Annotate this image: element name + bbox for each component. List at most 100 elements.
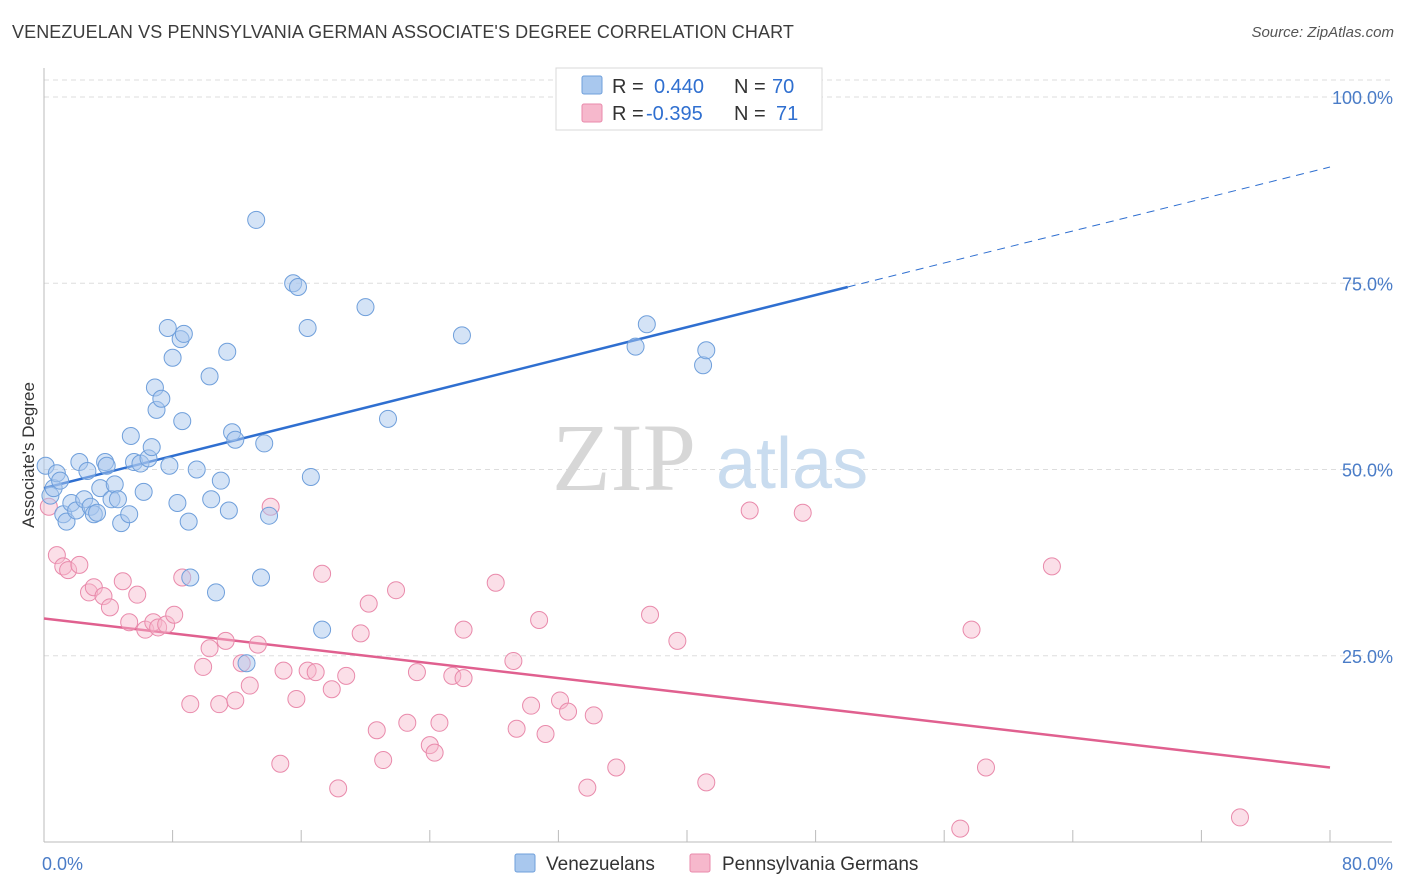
- pennsylvania-germans-point: [194, 657, 213, 676]
- venezuelans-point: [211, 471, 230, 490]
- legend-n-value: 70: [772, 76, 794, 98]
- pennsylvania-germans-point: [80, 583, 99, 602]
- venezuelans-point: [168, 494, 187, 513]
- pennsylvania-germans-point: [430, 713, 449, 732]
- x-tick-labels: 0.0% 80.0%: [42, 854, 1393, 874]
- series-legend: Venezuelans Pennsylvania Germans: [514, 853, 918, 875]
- pennsylvania-germans-point: [740, 501, 759, 520]
- legend-swatch-pennsylvania-germans: [581, 103, 603, 123]
- venezuelans-point: [142, 438, 161, 457]
- venezuelans-point: [226, 430, 245, 449]
- pennsylvania-germans-point: [793, 503, 812, 522]
- venezuelans-point: [255, 434, 274, 453]
- pennsylvania-germans-point: [322, 680, 341, 699]
- pennsylvania-germans-point: [271, 754, 290, 773]
- legend-n-label: N =: [734, 103, 766, 125]
- venezuelans-point: [219, 501, 238, 520]
- pennsylvania-germans-point: [367, 721, 386, 740]
- venezuelans-point: [626, 337, 645, 356]
- y-tick-label: 100.0%: [1332, 88, 1393, 108]
- pennsylvania-germans-point: [486, 573, 505, 592]
- pennsylvania-germans-point: [504, 651, 523, 670]
- legend-r-value: 0.440: [654, 76, 704, 98]
- venezuelans-point: [173, 412, 192, 431]
- venezuelans-point: [97, 456, 116, 475]
- y-tick-labels: 25.0% 50.0% 75.0% 100.0%: [1332, 88, 1393, 667]
- venezuelans-point: [298, 318, 317, 337]
- pennsylvania-germans-point: [584, 706, 603, 725]
- pennsylvania-germans-point: [313, 564, 332, 583]
- venezuelans-point: [452, 326, 471, 345]
- pennsylvania-germans-point: [578, 778, 597, 797]
- venezuelans-point: [637, 315, 656, 334]
- pennsylvania-germans-point: [559, 702, 578, 721]
- legend-n-value: 71: [776, 103, 798, 125]
- legend-r-label: R =: [612, 76, 644, 98]
- pennsylvania-germans-point: [128, 585, 147, 604]
- pennsylvania-germans-point: [47, 546, 66, 565]
- pennsylvania-germans-point: [100, 598, 119, 617]
- venezuelans-point: [105, 475, 124, 494]
- pennsylvania-germans-point: [425, 743, 444, 762]
- x-tick-label: 80.0%: [1342, 854, 1393, 874]
- venezuelans-point: [379, 409, 398, 428]
- venezuelans-point: [218, 342, 237, 361]
- legend-r-value: -0.395: [646, 103, 703, 125]
- pennsylvania-germans-point: [962, 620, 981, 639]
- venezuelans-point: [356, 298, 375, 317]
- pennsylvania-germans-point: [536, 724, 555, 743]
- pennsylvania-germans-point: [374, 751, 393, 770]
- pennsylvania-germans-point: [951, 819, 970, 838]
- watermark-zip: ZIP: [552, 404, 696, 511]
- legend-swatch-venezuelans: [514, 853, 536, 873]
- pennsylvania-germans-point: [641, 605, 660, 624]
- trend-lines: [43, 166, 1331, 769]
- venezuelans-point: [200, 367, 219, 386]
- pennsylvania-germans-point: [181, 695, 200, 714]
- pennsylvania-germans-point: [668, 631, 687, 650]
- venezuelans-points: [36, 210, 716, 673]
- pennsylvania-germans-point: [337, 666, 356, 685]
- pennsylvania-germans-point: [443, 666, 462, 685]
- pennsylvania-germans-point: [522, 696, 541, 715]
- y-tick-label: 50.0%: [1342, 461, 1393, 481]
- pennsylvania-germans-point: [248, 635, 267, 654]
- pennsylvania-germans-point: [976, 758, 995, 777]
- x-axis-ticks: [43, 830, 1331, 842]
- pennsylvania-germans-point: [274, 661, 293, 680]
- correlation-legend: R = 0.440 N = 70 R = -0.395 N = 71: [555, 67, 823, 131]
- pennsylvania-germans-point: [287, 689, 306, 708]
- venezuelans-point: [301, 467, 320, 486]
- venezuelans-trend-extension: [847, 166, 1331, 288]
- x-tick-label: 0.0%: [42, 854, 83, 874]
- pennsylvania-germans-point: [216, 631, 235, 650]
- pennsylvania-germans-point: [120, 613, 139, 632]
- venezuelans-point: [51, 471, 70, 490]
- venezuelans-point: [78, 461, 97, 480]
- venezuelans-point: [134, 482, 153, 501]
- venezuelans-point: [697, 341, 716, 360]
- venezuelans-point: [313, 620, 332, 639]
- pennsylvania-germans-point: [351, 624, 370, 643]
- y-tick-label: 25.0%: [1342, 647, 1393, 667]
- venezuelans-point: [260, 506, 279, 525]
- pennsylvania-germans-point: [165, 605, 184, 624]
- pennsylvania-germans-point: [507, 719, 526, 738]
- venezuelans-point: [160, 456, 179, 475]
- pennsylvania-germans-point: [84, 578, 103, 597]
- venezuelans-point: [121, 426, 140, 445]
- pennsylvania-germans-point: [1042, 557, 1061, 576]
- pennsylvania-germans-point: [329, 779, 348, 798]
- pennsylvania-germans-point: [407, 663, 426, 682]
- watermark: ZIP atlas: [552, 404, 868, 511]
- venezuelans-point: [108, 490, 127, 509]
- pennsylvania-germans-point: [94, 587, 113, 606]
- pennsylvania-germans-points: [39, 497, 1249, 838]
- pennsylvania-germans-point: [210, 695, 229, 714]
- pennsylvania-germans-point: [359, 594, 378, 613]
- venezuelans-point: [158, 318, 177, 337]
- legend-n-label: N =: [734, 76, 766, 98]
- y-tick-label: 75.0%: [1342, 274, 1393, 294]
- pennsylvania-germans-point: [113, 572, 132, 591]
- venezuelans-point: [179, 512, 198, 531]
